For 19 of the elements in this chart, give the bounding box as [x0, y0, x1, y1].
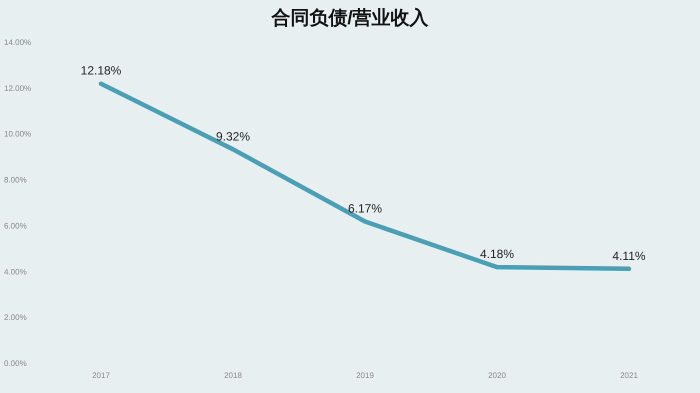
- y-tick-label: 0.00%: [4, 359, 27, 368]
- x-tick-label: 2020: [488, 371, 506, 380]
- x-tick-label: 2018: [224, 371, 242, 380]
- y-tick-label: 8.00%: [4, 176, 27, 185]
- y-tick-label: 2.00%: [4, 313, 27, 322]
- text: 12.18%: [80, 64, 122, 78]
- chart-title: 合同负债/营业收入: [270, 7, 430, 29]
- y-tick-label: 12.00%: [4, 84, 32, 93]
- x-tick-label: 2019: [356, 371, 374, 380]
- y-tick-label: 4.00%: [4, 267, 27, 276]
- y-tick-label: 14.00%: [4, 38, 32, 47]
- x-tick-label: 2021: [620, 371, 638, 380]
- x-tick-label: 2017: [92, 371, 110, 380]
- text: 4.18%: [480, 247, 514, 262]
- text: 9.32%: [216, 129, 250, 144]
- y-tick-label: 6.00%: [4, 221, 27, 230]
- text: 4.11%: [612, 248, 646, 263]
- text: 6.17%: [348, 202, 382, 216]
- y-tick-label: 10.00%: [4, 130, 32, 139]
